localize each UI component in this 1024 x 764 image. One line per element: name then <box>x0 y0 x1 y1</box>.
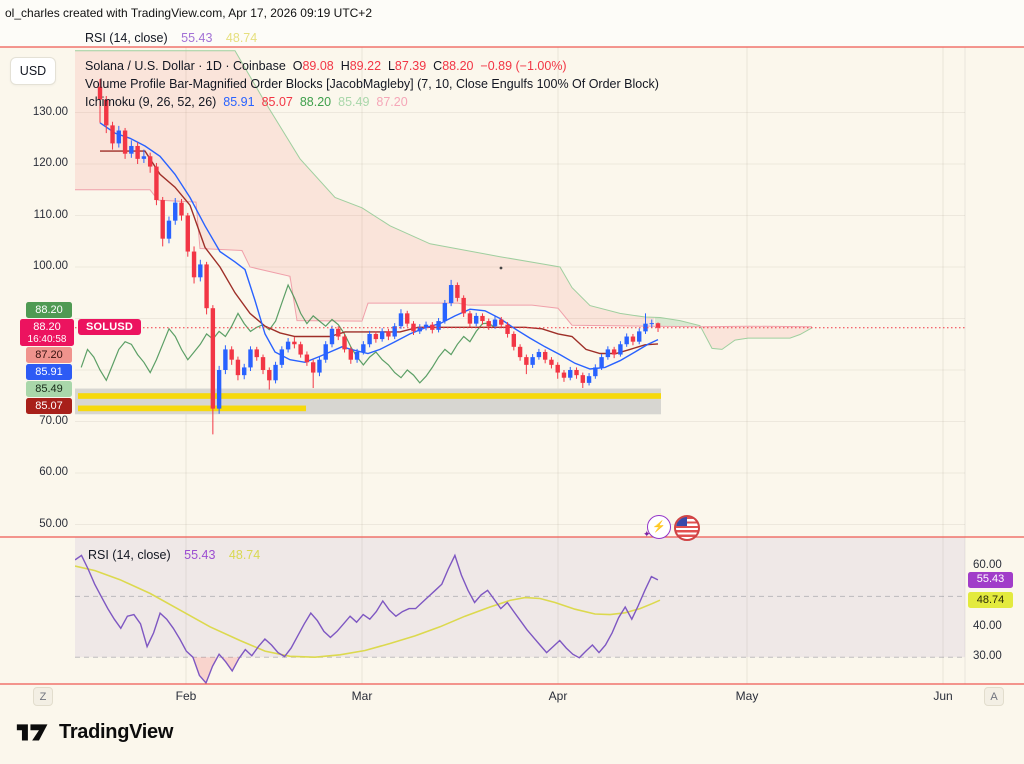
price-tick-label: 100.00 <box>32 260 68 272</box>
ichimoku-value: 85.07 <box>261 95 293 109</box>
pane-rsi-legend[interactable]: RSI (14, close) 55.43 48.74 <box>88 548 260 562</box>
rsi-badge: 55.43 <box>968 571 1013 588</box>
flash-boost-icon[interactable]: ⚡ ✦ <box>643 515 671 539</box>
change-value: −0.89 (−1.00%) <box>480 59 567 73</box>
currency-scale-button[interactable]: USD <box>10 57 56 85</box>
ichimoku-value: 85.49 <box>338 95 370 109</box>
rsi-value: 55.43 <box>181 31 213 45</box>
rsi-tick-label: 60.00 <box>973 559 1002 571</box>
symbol-title: Solana / U.S. Dollar · 1D · Coinbase <box>85 59 286 73</box>
open-label: O <box>292 59 303 73</box>
price-badge: 87.20 <box>26 347 72 363</box>
month-label[interactable]: May <box>735 689 759 703</box>
high-label: H <box>340 59 350 73</box>
rsi-tick-label: 40.00 <box>973 619 1002 632</box>
rsi-oversold-fill <box>192 657 218 683</box>
ichimoku-cloud <box>75 50 813 350</box>
tradingview-logo[interactable]: TradingView <box>16 720 173 744</box>
price-badge: 85.91 <box>26 364 72 380</box>
symbol-price-label: SOLUSD <box>78 319 142 335</box>
price-tick-label: 50.00 <box>39 517 68 530</box>
legend-ichimoku-row[interactable]: Ichimoku (9, 26, 52, 26) 85.91 85.07 88.20… <box>85 94 659 111</box>
legend-volume-profile-row[interactable]: Volume Profile Bar-Magnified Order Block… <box>85 77 659 91</box>
close-label: C <box>433 59 443 73</box>
grid <box>75 47 966 684</box>
us-flag-icon[interactable] <box>674 515 700 541</box>
senkou-a-line <box>75 50 813 350</box>
main-legend: Solana / U.S. Dollar · 1D · Coinbase O89… <box>85 58 659 112</box>
open-value: 89.08 <box>302 59 334 73</box>
rsi-oversold-fill <box>221 657 240 671</box>
legend-symbol-row[interactable]: Solana / U.S. Dollar · 1D · Coinbase O89… <box>85 58 659 75</box>
rsi-line <box>75 553 659 684</box>
tradingview-logo-mark <box>16 724 48 741</box>
price-tick-label: 120.00 <box>32 157 68 169</box>
rsi-ma-line <box>75 565 661 659</box>
ichimoku-values: 85.91 85.07 88.20 85.49 87.20 <box>223 95 414 109</box>
rsi-badge: 48.74 <box>968 592 1013 609</box>
price-badge: 88.20 <box>26 302 72 318</box>
tenkan-line <box>99 122 659 370</box>
tradingview-logo-text: TradingView <box>59 720 174 743</box>
lightning-icon: ⚡ <box>652 520 666 533</box>
month-label[interactable]: Mar <box>351 689 373 703</box>
rsi-tick-label: 30.00 <box>973 650 1002 663</box>
rsi-pane-title: RSI (14, close) <box>88 548 171 562</box>
top-rsi-legend: RSI (14, close) 55.43 48.74 <box>85 31 257 45</box>
dot-marker <box>499 266 503 270</box>
low-label: L <box>387 59 395 73</box>
price-tick-label: 110.00 <box>33 208 68 221</box>
timezone-button[interactable]: Z <box>33 687 53 706</box>
rsi-legend-title: RSI (14, close) <box>85 31 168 45</box>
month-label[interactable]: Feb <box>175 689 197 703</box>
countdown-timer: 16:40:58 <box>27 333 67 345</box>
price-tick-label: 130.00 <box>32 105 68 118</box>
autoscale-button[interactable]: A <box>984 687 1004 706</box>
price-tick-label: 60.00 <box>39 466 68 478</box>
candles <box>97 79 661 435</box>
ichimoku-title: Ichimoku (9, 26, 52, 26) <box>85 95 217 109</box>
flag-union-block <box>676 517 687 526</box>
rsi-pane-ma-value: 48.74 <box>228 548 261 562</box>
price-badge: 88.20 16:40:58 <box>20 319 74 346</box>
kijun-line <box>100 150 659 355</box>
order-blocks <box>75 388 661 415</box>
price-tick-label: 70.00 <box>39 414 68 427</box>
close-value: 88.20 <box>442 59 474 73</box>
ichimoku-value: 88.20 <box>299 95 332 109</box>
low-value: 87.39 <box>394 59 427 73</box>
ichimoku-value: 85.91 <box>223 95 255 109</box>
lagging-span-line <box>80 283 496 384</box>
high-value: 89.22 <box>349 59 382 73</box>
rsi-band <box>75 537 965 658</box>
top-strip <box>0 0 1024 47</box>
rsi-ma-value: 48.74 <box>225 31 258 45</box>
attribution-text: ol_charles created with TradingView.com,… <box>5 6 372 20</box>
rsi-pane <box>75 537 965 683</box>
sparkle-icon: ✦ <box>643 529 651 539</box>
month-label[interactable]: Apr <box>548 689 568 703</box>
price-badge: 85.49 <box>26 381 72 397</box>
price-badge: 85.07 <box>26 398 72 414</box>
month-label[interactable]: Jun <box>933 689 953 703</box>
ichimoku-value: 87.20 <box>376 95 408 109</box>
rsi-pane-value: 55.43 <box>184 548 216 562</box>
